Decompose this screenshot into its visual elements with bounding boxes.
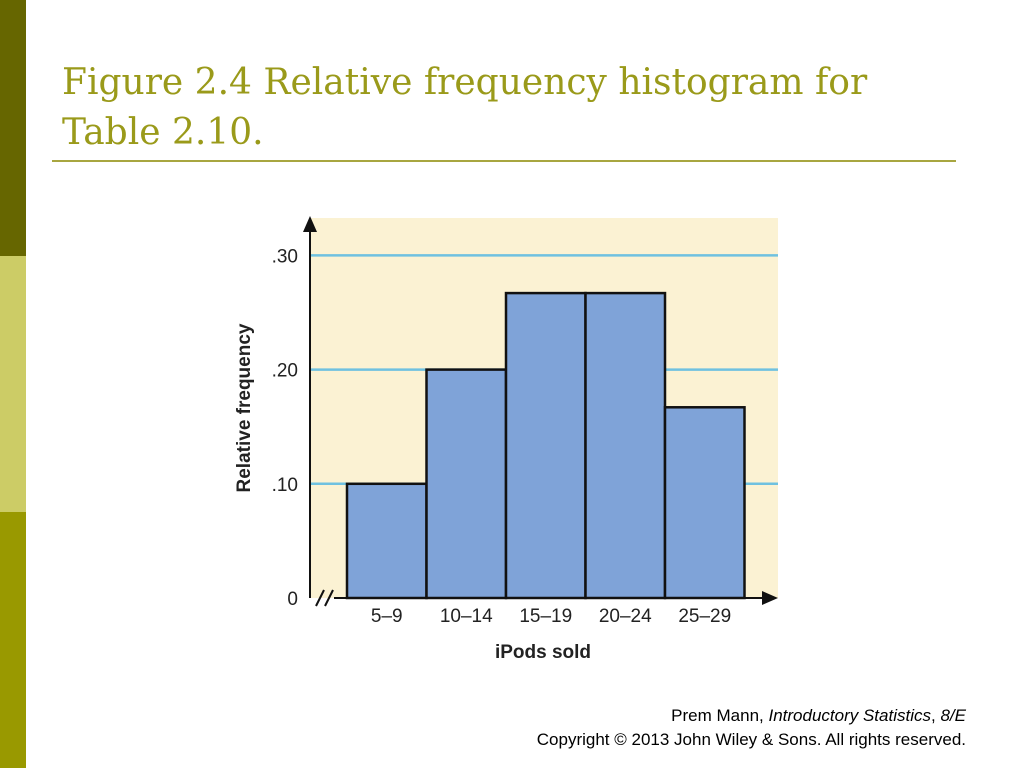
x-tick-label-4: 25–29 [678, 606, 731, 627]
credits: Prem Mann, Introductory Statistics, 8/E … [537, 704, 966, 752]
x-axis-label: iPods sold [495, 642, 591, 663]
axis-break-mark-2 [324, 589, 334, 607]
x-tick-label-0: 5–9 [371, 606, 403, 627]
bar-4 [663, 406, 746, 600]
bar-0 [345, 482, 428, 600]
axis-break-mark-1 [315, 589, 325, 607]
y-tick-labels: 0 .10 .20 .30 [272, 246, 298, 610]
credit-edition: 8/E [940, 706, 966, 725]
title-underline [52, 160, 956, 162]
y-tick-label-3: .30 [272, 246, 298, 267]
bar-3 [584, 291, 667, 600]
bar-2 [504, 291, 587, 600]
y-tick-label-1: .10 [272, 475, 298, 496]
credit-line: Prem Mann, Introductory Statistics, 8/E [537, 704, 966, 728]
y-axis-arrow [303, 216, 317, 232]
x-tick-label-3: 20–24 [599, 606, 652, 627]
x-tick-labels: 5–9 10–14 15–19 20–24 25–29 [371, 606, 731, 627]
accent-bar-dark [0, 0, 26, 256]
accent-bar-mid [0, 512, 26, 768]
x-tick-label-2: 15–19 [519, 606, 572, 627]
y-tick-label-2: .20 [272, 361, 298, 382]
bars [345, 291, 746, 600]
x-axis-arrow [762, 591, 778, 605]
axes [303, 216, 778, 607]
slide-title: Figure 2.4 Relative frequency histogram … [62, 62, 868, 153]
credit-author: Prem Mann, [671, 706, 764, 725]
y-tick-label-0: 0 [287, 589, 298, 610]
y-axis-label: Relative frequency [234, 323, 255, 492]
x-tick-label-1: 10–14 [440, 606, 493, 627]
accent-bar-light [0, 256, 26, 512]
credit-sep: , [931, 706, 936, 725]
bar-1 [425, 368, 508, 600]
credit-book: Introductory Statistics [768, 706, 931, 725]
credit-copyright: Copyright © 2013 John Wiley & Sons. All … [536, 730, 966, 749]
